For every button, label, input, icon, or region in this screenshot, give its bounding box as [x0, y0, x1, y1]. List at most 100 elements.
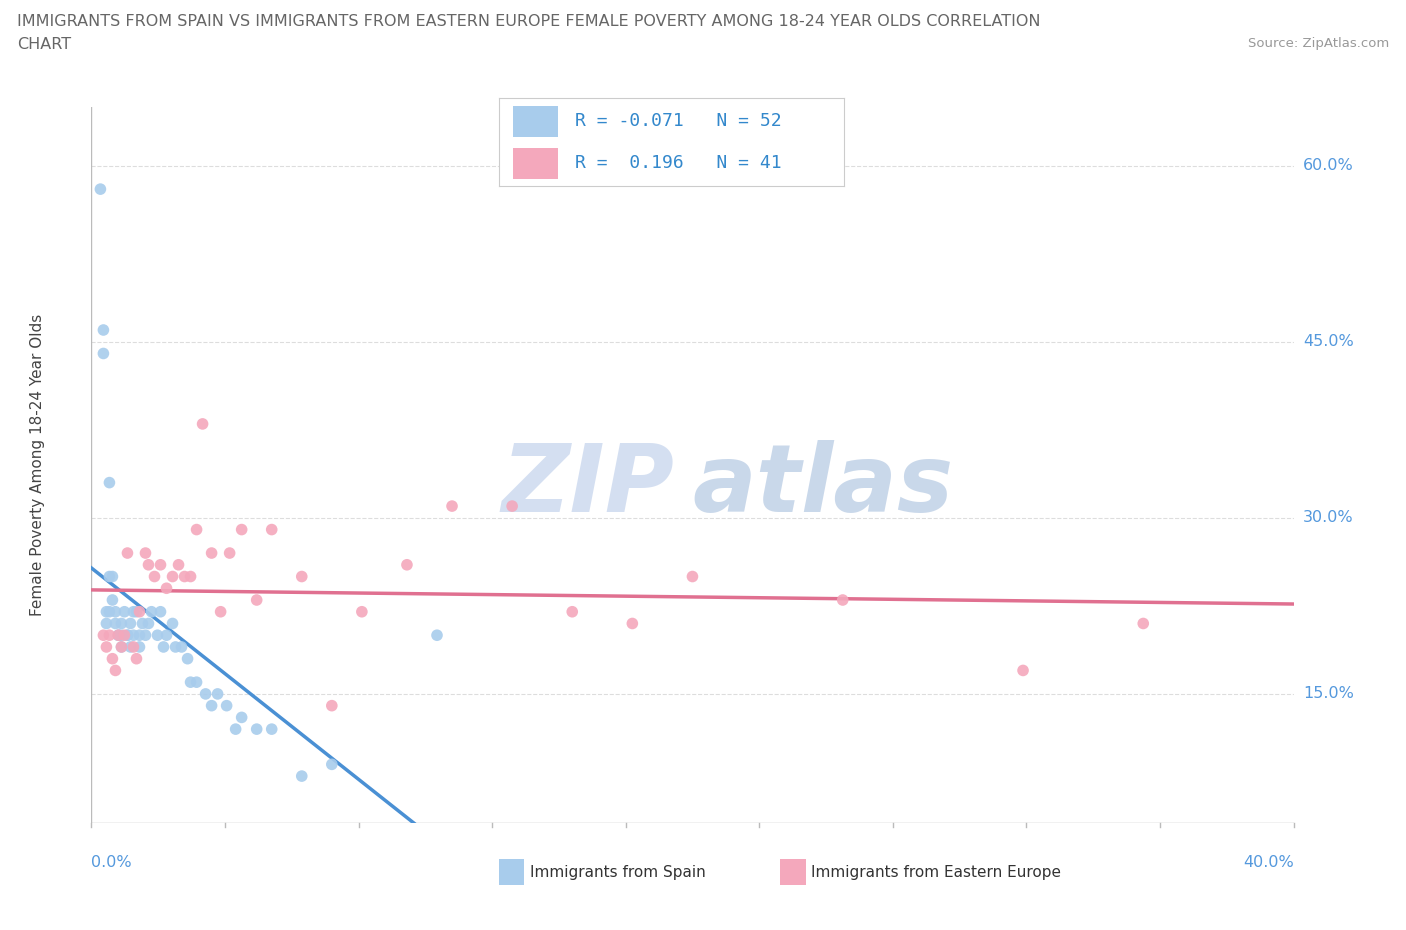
Point: [128, 604, 150, 619]
Point: [291, 569, 314, 584]
Point: [561, 604, 583, 619]
Point: [114, 604, 136, 619]
Point: [120, 640, 142, 655]
Point: [128, 640, 150, 655]
Text: CHART: CHART: [17, 37, 70, 52]
Point: [165, 640, 187, 655]
Point: [89, 181, 111, 196]
Text: ZIP: ZIP: [502, 441, 675, 533]
Point: [98, 475, 121, 490]
Text: atlas: atlas: [692, 441, 953, 533]
Point: [120, 616, 142, 631]
Point: [93, 628, 115, 643]
Point: [291, 769, 314, 784]
Point: [831, 592, 853, 607]
Point: [122, 628, 145, 643]
Point: [194, 686, 217, 701]
Point: [125, 604, 148, 619]
Point: [122, 604, 145, 619]
Point: [107, 628, 129, 643]
Point: [246, 722, 269, 737]
Point: [131, 616, 153, 631]
Point: [152, 640, 174, 655]
Point: [621, 616, 644, 631]
Point: [104, 616, 127, 631]
Text: 0.0%: 0.0%: [91, 856, 132, 870]
Point: [143, 569, 166, 584]
Point: [395, 557, 418, 572]
Point: [440, 498, 463, 513]
Point: [155, 581, 177, 596]
Point: [101, 592, 124, 607]
Point: [107, 628, 129, 643]
Text: R =  0.196   N = 41: R = 0.196 N = 41: [575, 154, 782, 172]
Point: [167, 557, 190, 572]
Point: [122, 640, 145, 655]
Point: [104, 663, 127, 678]
Point: [155, 628, 177, 643]
Point: [98, 628, 121, 643]
Point: [101, 651, 124, 666]
Point: [1132, 616, 1154, 631]
Point: [134, 546, 156, 561]
Text: 15.0%: 15.0%: [1303, 686, 1354, 701]
Point: [96, 616, 118, 631]
Point: [117, 628, 139, 643]
Point: [191, 417, 214, 432]
Point: [98, 604, 121, 619]
Point: [138, 557, 160, 572]
Text: Female Poverty Among 18-24 Year Olds: Female Poverty Among 18-24 Year Olds: [30, 314, 45, 617]
Point: [114, 628, 136, 643]
Point: [176, 651, 198, 666]
Text: IMMIGRANTS FROM SPAIN VS IMMIGRANTS FROM EASTERN EUROPE FEMALE POVERTY AMONG 18-: IMMIGRANTS FROM SPAIN VS IMMIGRANTS FROM…: [17, 14, 1040, 29]
Text: 60.0%: 60.0%: [1303, 158, 1354, 173]
Point: [231, 710, 253, 724]
Point: [201, 546, 224, 561]
Text: 30.0%: 30.0%: [1303, 511, 1354, 525]
Text: Immigrants from Spain: Immigrants from Spain: [530, 865, 706, 880]
Point: [501, 498, 523, 513]
Point: [186, 675, 208, 690]
Point: [149, 557, 172, 572]
Point: [225, 722, 247, 737]
Point: [180, 675, 202, 690]
Point: [141, 604, 163, 619]
Point: [146, 628, 169, 643]
Point: [350, 604, 373, 619]
Point: [128, 628, 150, 643]
Point: [218, 546, 240, 561]
Point: [162, 616, 184, 631]
Point: [104, 604, 127, 619]
Text: 40.0%: 40.0%: [1243, 856, 1294, 870]
Point: [170, 640, 193, 655]
Point: [96, 640, 118, 655]
Point: [98, 569, 121, 584]
Point: [426, 628, 449, 643]
Point: [110, 628, 132, 643]
Text: Immigrants from Eastern Europe: Immigrants from Eastern Europe: [811, 865, 1062, 880]
Point: [209, 604, 232, 619]
Text: Source: ZipAtlas.com: Source: ZipAtlas.com: [1249, 37, 1389, 50]
Point: [260, 522, 283, 537]
Point: [207, 686, 229, 701]
Point: [246, 592, 269, 607]
Point: [117, 628, 139, 643]
Point: [110, 640, 132, 655]
Point: [110, 640, 132, 655]
Point: [215, 698, 238, 713]
Point: [321, 757, 343, 772]
Point: [681, 569, 703, 584]
Point: [231, 522, 253, 537]
Point: [201, 698, 224, 713]
Point: [149, 604, 172, 619]
Text: R = -0.071   N = 52: R = -0.071 N = 52: [575, 112, 782, 130]
Text: 45.0%: 45.0%: [1303, 334, 1354, 350]
Point: [260, 722, 283, 737]
Point: [107, 628, 129, 643]
Point: [101, 569, 124, 584]
Bar: [513, 106, 558, 137]
Point: [321, 698, 343, 713]
Point: [162, 569, 184, 584]
Point: [96, 604, 118, 619]
Point: [110, 616, 132, 631]
